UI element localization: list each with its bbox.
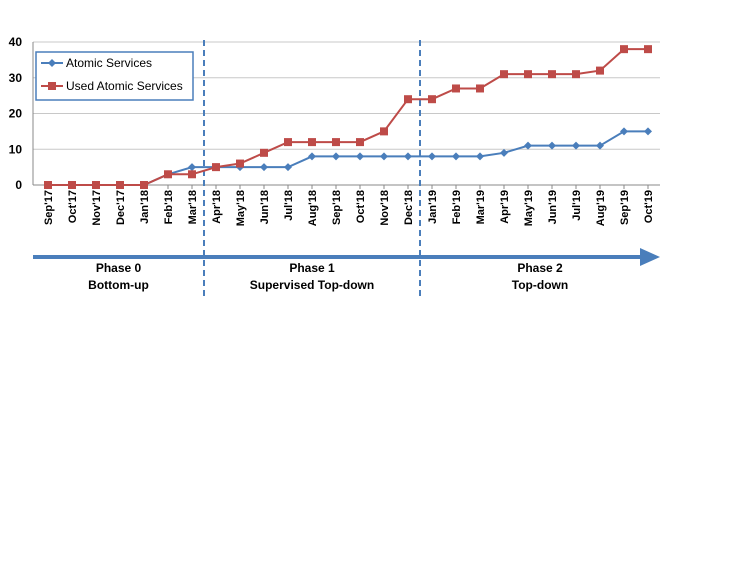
x-tick-label: Nov'17: [91, 190, 103, 226]
data-point: [188, 170, 196, 179]
data-point: [452, 152, 460, 161]
y-tick-label: 40: [9, 35, 23, 49]
phase-name: Phase 0: [96, 261, 142, 275]
timeline-arrowhead: [640, 248, 660, 266]
x-tick-label: Dec'17: [115, 190, 127, 225]
x-tick-label: Jan'19: [427, 190, 439, 224]
data-point: [572, 141, 580, 150]
x-tick-label: Oct'19: [643, 190, 655, 223]
phase-name: Phase 2: [517, 261, 563, 275]
phase-name: Phase 1: [289, 261, 335, 275]
data-point: [572, 70, 580, 79]
x-tick-label: Feb'18: [163, 190, 175, 224]
data-point: [644, 127, 652, 136]
legend-label: Used Atomic Services: [66, 79, 183, 93]
legend-marker: [48, 59, 56, 67]
x-tick-label: Aug'18: [307, 190, 319, 226]
x-tick-label: Aug'19: [595, 190, 607, 226]
x-tick-label: Apr'18: [211, 190, 223, 224]
x-tick-label: Apr'19: [499, 190, 511, 224]
data-point: [452, 84, 460, 93]
phase-description: Supervised Top-down: [250, 278, 374, 292]
data-point: [476, 152, 484, 161]
data-point: [284, 138, 292, 147]
data-point: [260, 148, 268, 157]
data-point: [620, 45, 628, 54]
x-tick-label: May'18: [235, 190, 247, 226]
y-tick-label: 10: [9, 142, 23, 156]
x-tick-label: Sep'17: [43, 190, 55, 225]
x-tick-label: Feb'19: [451, 190, 463, 224]
x-tick-label: Mar'18: [187, 190, 199, 224]
data-point: [356, 152, 364, 161]
x-tick-label: Jul'18: [283, 190, 295, 221]
data-point: [644, 45, 652, 54]
data-point: [212, 163, 220, 172]
data-point: [596, 141, 604, 150]
data-point: [428, 152, 436, 161]
x-tick-label: Jun'18: [259, 190, 271, 224]
x-tick-label: May'19: [523, 190, 535, 226]
data-point: [308, 152, 316, 161]
legend-label: Atomic Services: [66, 56, 152, 70]
x-tick-label: Sep'19: [619, 190, 631, 225]
data-point: [308, 138, 316, 147]
x-tick-label: Sep'18: [331, 190, 343, 225]
data-point: [596, 66, 604, 75]
data-point: [188, 163, 196, 172]
phase-description: Top-down: [512, 278, 568, 292]
data-point: [356, 138, 364, 147]
x-tick-label: Mar'19: [475, 190, 487, 224]
data-point: [260, 163, 268, 172]
x-tick-label: Dec'18: [403, 190, 415, 225]
x-tick-label: Jan'18: [139, 190, 151, 224]
data-point: [236, 159, 244, 168]
data-point: [500, 148, 508, 157]
data-point: [284, 163, 292, 172]
x-tick-label: Nov'18: [379, 190, 391, 226]
data-point: [404, 152, 412, 161]
series-line: [48, 130, 648, 186]
legend-box: [35, 51, 194, 101]
data-point: [116, 181, 124, 189]
data-point: [68, 181, 76, 189]
data-point: [524, 141, 532, 150]
data-point: [548, 70, 556, 79]
data-point: [428, 95, 436, 104]
data-point: [332, 138, 340, 147]
data-point: [500, 70, 508, 79]
phase-description: Bottom-up: [88, 278, 149, 292]
data-point: [524, 70, 532, 79]
y-tick-label: 0: [15, 178, 22, 192]
x-tick-label: Jun'19: [547, 190, 559, 224]
legend: Atomic Services Used Atomic Services: [35, 51, 194, 101]
legend-marker: [48, 82, 56, 90]
data-point: [620, 127, 628, 136]
data-point: [164, 170, 172, 179]
data-point: [44, 181, 52, 189]
data-point: [380, 152, 388, 161]
data-point: [476, 84, 484, 93]
data-point: [380, 127, 388, 136]
data-point: [404, 95, 412, 104]
data-point: [140, 181, 148, 189]
y-tick-label: 30: [9, 71, 23, 85]
x-tick-label: Oct'18: [355, 190, 367, 223]
data-point: [92, 181, 100, 189]
y-tick-label: 20: [9, 107, 23, 121]
x-tick-label: Jul'19: [571, 190, 583, 221]
data-point: [548, 141, 556, 150]
x-tick-label: Oct'17: [67, 190, 79, 223]
data-point: [332, 152, 340, 161]
